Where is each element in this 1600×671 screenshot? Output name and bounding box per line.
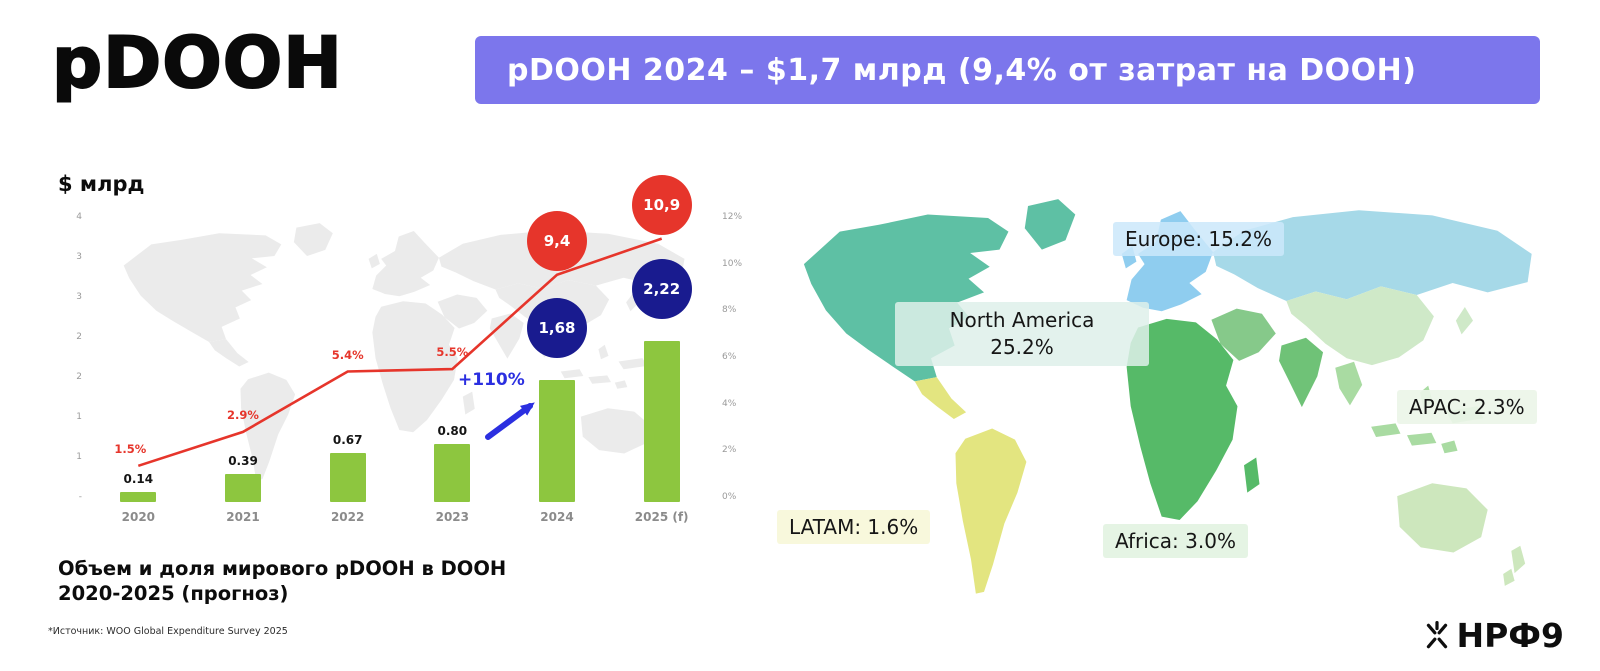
right-axis-tick: 4% <box>722 398 737 409</box>
nrf-logo: НРФ9 <box>1424 616 1565 655</box>
right-axis-tick: 12% <box>722 212 743 222</box>
line-percent-label: 1.5% <box>114 441 147 456</box>
nrf-icon <box>1426 620 1447 648</box>
right-axis-tick: 0% <box>722 491 737 502</box>
bar-2022 <box>329 453 366 502</box>
line-percent-label: 5.4% <box>331 347 364 362</box>
bar-2023 <box>434 444 471 502</box>
chart-panel: $ млрд 4 3 3 2 2 1 1 - 12% 10% 8% 6% 4% 2% 0% 0.14 0.3… <box>48 168 758 648</box>
volume-bubble: 1,68 <box>527 298 587 359</box>
chart-caption: Объем и доля мирового pDOOH в DOOH 2020-… <box>58 556 506 607</box>
bar-2025 (f) <box>643 341 680 502</box>
map-label-latam: LATAM: 1.6% <box>777 510 931 544</box>
right-axis-tick: 10% <box>722 258 743 269</box>
x-axis-label: 2023 <box>435 510 470 524</box>
line-percent-label: 5.5% <box>436 345 469 360</box>
bars-layer: 0.14 0.39 0.67 0.80 <box>86 212 714 502</box>
x-axis-label: 2022 <box>330 510 365 524</box>
map-label-north-america: North America 25.2% <box>895 302 1149 366</box>
map-label-europe: Europe: 15.2% <box>1113 222 1284 256</box>
chart-caption-line1: Объем и доля мирового pDOOH в DOOH <box>58 557 507 580</box>
chart-unit-label: $ млрд <box>58 172 145 196</box>
left-axis-tick: 2 <box>76 332 82 342</box>
growth-annotation: +110% <box>458 370 525 390</box>
map-label-africa: Africa: 3.0% <box>1103 524 1248 558</box>
left-axis-tick: 3 <box>76 292 82 302</box>
right-axis-tick: 6% <box>722 351 737 362</box>
bar-2024 <box>539 380 575 502</box>
map-label-apac: APAC: 2.3% <box>1397 390 1537 424</box>
left-axis-ticks: 4 3 3 2 2 1 1 - <box>56 212 82 502</box>
x-axis-label: 2020 <box>121 510 156 524</box>
bar-2020 <box>120 491 157 502</box>
nrf-logo-text: НРФ9 <box>1456 616 1565 655</box>
title-banner: pDOOH 2024 – $1,7 млрд (9,4% от затрат н… <box>475 36 1540 104</box>
right-axis-tick: 2% <box>722 445 737 456</box>
bar-value-label: 0.80 <box>437 424 468 438</box>
chart-caption-line2: 2020-2025 (прогноз) <box>58 582 289 606</box>
growth-arrow-icon <box>485 402 535 440</box>
left-axis-tick: 2 <box>76 372 82 382</box>
right-axis-tick: 8% <box>722 305 737 316</box>
left-axis-tick: 1 <box>76 412 82 422</box>
left-axis-tick: 3 <box>76 252 82 262</box>
bar-2021 <box>225 473 261 502</box>
bubbles-layer: 1.5% 2.9% 5.4% 5.5% 9,4 10,9 1,68 2,22 <box>86 174 714 502</box>
left-axis-tick: 4 <box>76 212 82 222</box>
map-label-north-america-value: 25.2% <box>990 335 1054 359</box>
world-map-panel: Europe: 15.2% North America 25.2% LATAM:… <box>755 182 1570 627</box>
source-note: *Источник: WOO Global Expenditure Survey… <box>48 626 288 637</box>
left-axis-tick: - <box>78 492 82 502</box>
share-bubble: 9,4 <box>527 210 587 271</box>
share-trend-line <box>137 237 663 468</box>
bar-line-chart: 0.14 0.39 0.67 0.80 1.5% 2.9% 5.4% 5.5% 9,4 10,9… <box>86 174 714 502</box>
trend-line-layer <box>137 237 663 468</box>
volume-bubble: 2,22 <box>631 259 692 320</box>
x-axis-label: 2024 <box>540 510 574 524</box>
bar-value-label: 0.14 <box>123 471 154 486</box>
share-bubble: 10,9 <box>631 174 692 235</box>
title-banner-text: pDOOH 2024 – $1,7 млрд (9,4% от затрат н… <box>507 52 1417 88</box>
line-percent-label: 2.9% <box>227 407 259 422</box>
x-axis-label: 2025 (f) <box>634 510 689 524</box>
bar-value-label: 0.39 <box>228 453 258 468</box>
right-axis-ticks: 12% 10% 8% 6% 4% 2% 0% <box>722 212 752 502</box>
x-axis-labels: 2020 2021 2022 2023 2024 2025 (f) <box>86 510 714 524</box>
map-label-north-america-name: North America <box>949 308 1095 332</box>
x-axis-label: 2021 <box>226 510 260 524</box>
brand-logo: pDOOH <box>51 21 343 105</box>
bar-value-label: 0.67 <box>332 433 363 448</box>
left-axis-tick: 1 <box>76 452 82 462</box>
